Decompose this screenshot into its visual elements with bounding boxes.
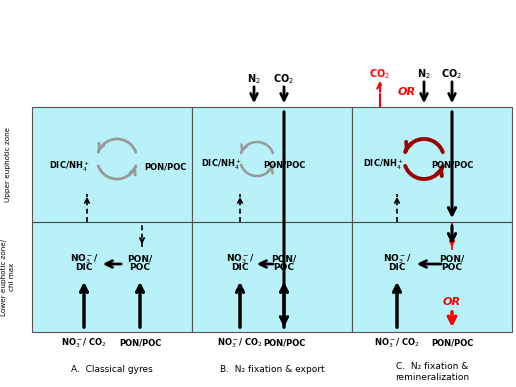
Text: POC: POC [442, 264, 462, 272]
Text: NO$_3^-$/: NO$_3^-$/ [70, 252, 98, 266]
Text: B.  N₂ fixation & export: B. N₂ fixation & export [220, 365, 325, 373]
Text: PON/: PON/ [127, 255, 153, 264]
Text: DIC/NH$_4^+$: DIC/NH$_4^+$ [50, 160, 90, 174]
Text: NO$_3^-$/ CO$_2$: NO$_3^-$/ CO$_2$ [374, 336, 420, 350]
Text: NO$_3^-$/: NO$_3^-$/ [225, 252, 254, 266]
Bar [192, 107, 352, 332]
Bar [32, 107, 192, 332]
Text: PON/POC: PON/POC [431, 339, 473, 348]
Text: DIC: DIC [388, 264, 406, 272]
Text: N$_2$: N$_2$ [247, 72, 261, 86]
Text: OR: OR [443, 297, 461, 307]
Text: C.  N₂ fixation &
remineralization: C. N₂ fixation & remineralization [395, 362, 469, 382]
Text: A.  Classical gyres: A. Classical gyres [71, 365, 153, 373]
Text: POC: POC [130, 264, 151, 272]
Text: Upper euphotic zone: Upper euphotic zone [5, 127, 11, 202]
Text: CO$_2$: CO$_2$ [442, 67, 462, 81]
Text: NO$_3^-$/: NO$_3^-$/ [383, 252, 411, 266]
Bar [352, 107, 512, 332]
Text: PON/POC: PON/POC [144, 163, 186, 171]
Text: PON/POC: PON/POC [263, 161, 305, 170]
Text: PON/POC: PON/POC [263, 339, 305, 348]
Text: PON/: PON/ [271, 255, 297, 264]
Text: PON/: PON/ [440, 255, 464, 264]
Text: N$_2$: N$_2$ [417, 67, 431, 81]
Text: PON/POC: PON/POC [431, 161, 473, 170]
Text: DIC: DIC [231, 264, 249, 272]
Text: OR: OR [398, 87, 416, 97]
Text: POC: POC [273, 264, 295, 272]
Text: Lower euphotic zone/
chl max: Lower euphotic zone/ chl max [2, 238, 14, 316]
Text: CO$_2$: CO$_2$ [273, 72, 295, 86]
Text: NO$_3^-$/ CO$_2$: NO$_3^-$/ CO$_2$ [61, 336, 107, 350]
Text: CO$_2$: CO$_2$ [369, 67, 391, 81]
Text: DIC: DIC [75, 264, 93, 272]
Text: PON/POC: PON/POC [119, 339, 161, 348]
Text: NO$_3^-$/ CO$_2$: NO$_3^-$/ CO$_2$ [217, 336, 263, 350]
Text: DIC/NH$_4^+$: DIC/NH$_4^+$ [363, 158, 404, 172]
Text: DIC/NH$_4^+$: DIC/NH$_4^+$ [201, 158, 242, 172]
